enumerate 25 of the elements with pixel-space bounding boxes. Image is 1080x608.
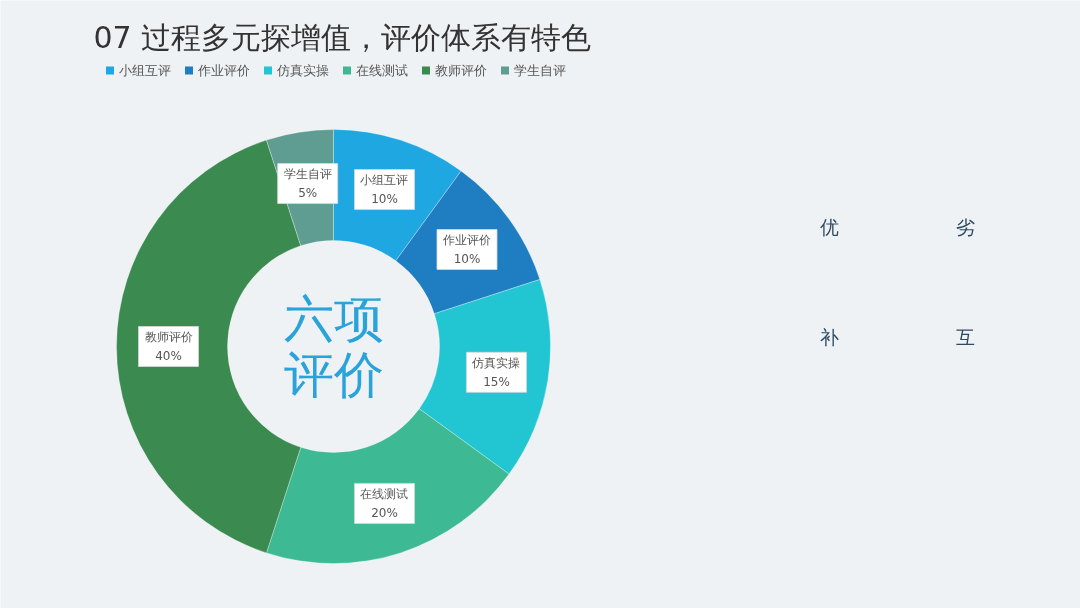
data-label: 15% — [483, 374, 510, 389]
text: 评价 — [283, 345, 384, 404]
data-label: 40% — [155, 349, 182, 363]
legend-label: 作业评价 — [196, 63, 250, 78]
slice-label: 学生自评 — [283, 167, 332, 182]
legend-label: 小组互评 — [118, 63, 171, 78]
text: 六项 — [283, 289, 384, 348]
text: 补 — [820, 325, 839, 348]
legend-label: 仿真实操 — [275, 63, 329, 78]
data-label: 5% — [298, 186, 318, 201]
slice-label: 仿真实操 — [471, 355, 521, 370]
legend-label: 学生自评 — [513, 63, 566, 78]
data-label: 10% — [453, 252, 481, 267]
slice-label: 教师评价 — [144, 330, 193, 344]
slice-label: 作业评价 — [441, 233, 491, 248]
data-label: 10% — [371, 192, 398, 207]
legend-label: 教师评价 — [434, 63, 487, 78]
data-label: 20% — [371, 505, 398, 520]
text: 劣 — [956, 215, 975, 238]
legend-label: 在线测试 — [355, 63, 408, 78]
slice-label: 小组互评 — [360, 173, 409, 188]
chart-title: 07 过程多元探增值，评价体系有特色 — [93, 20, 592, 55]
text: 互 — [956, 325, 975, 348]
slice-label: 在线测试 — [360, 486, 409, 501]
text: 优 — [820, 215, 839, 238]
